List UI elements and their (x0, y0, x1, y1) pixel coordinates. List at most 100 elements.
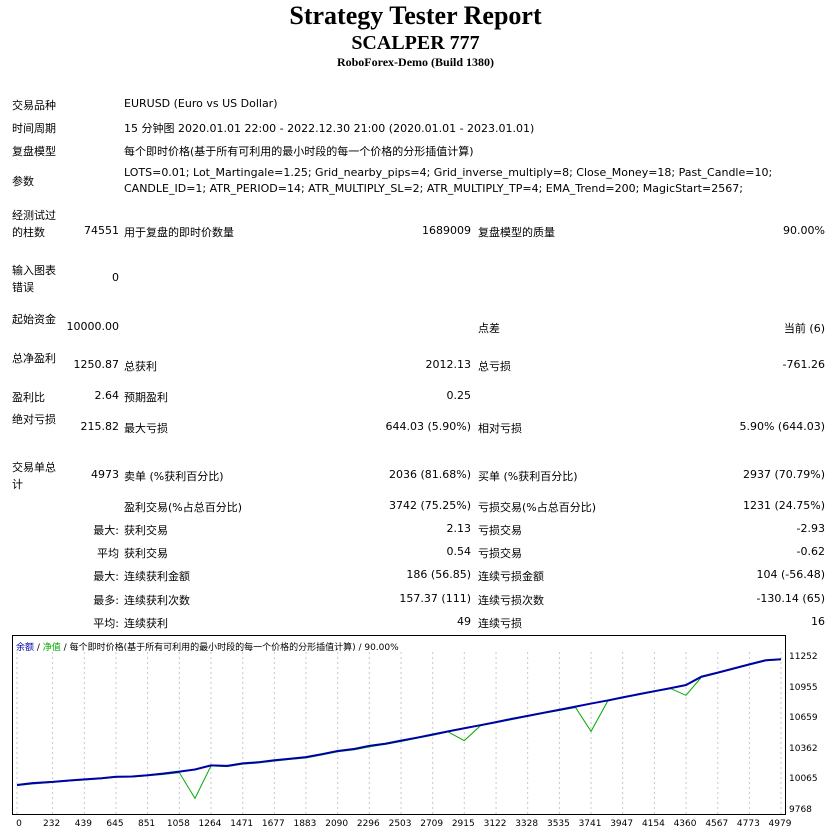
avg-win-label: 获利交易 (124, 547, 168, 560)
payoff-label: 预期盈利 (124, 391, 168, 404)
max-cons-win-amt-label: 连续获利金额 (124, 570, 190, 583)
win-label: 盈利交易(%占总百分比) (124, 501, 243, 514)
x-tick-19: 3947 (610, 819, 634, 829)
gross-profit-label: 总获利 (124, 360, 157, 373)
avg-loss-label: 亏损交易 (478, 547, 522, 560)
long-label: 买单 (%获利百分比) (478, 470, 578, 483)
params-line-2: CANDLE_ID=1; ATR_PERIOD=14; ATR_MULTIPLY… (124, 182, 743, 195)
ticks-value: 1689009 (422, 224, 471, 237)
gross-loss-value: -761.26 (782, 358, 825, 371)
legend-balance: 余额 (16, 643, 35, 653)
y-tick-5: 9768 (789, 805, 812, 815)
period-label: 时间周期 (12, 122, 56, 135)
x-tick-20: 4154 (641, 819, 665, 829)
balance-line (16, 658, 782, 786)
payoff-value: 0.25 (446, 389, 472, 402)
balance-chart-svg (16, 652, 782, 814)
x-tick-12: 2503 (388, 819, 412, 829)
errors-label: 输入图表错误 (12, 264, 56, 294)
y-tick-2: 10659 (789, 713, 818, 724)
max-win-value: 2.13 (446, 522, 472, 535)
bars-label: 经测试过的柱数 (12, 209, 56, 239)
short-label: 卖单 (%获利百分比) (124, 470, 224, 483)
x-tick-18: 3741 (578, 819, 602, 829)
x-tick-17: 3535 (546, 819, 570, 829)
x-tick-11: 2296 (356, 819, 380, 829)
avg-label: 平均 (97, 547, 119, 560)
model-value: 每个即时价格(基于所有可利用的最小时段的每一个价格的分形插值计算) (124, 145, 474, 158)
params-label: 参数 (12, 175, 34, 188)
x-tick-4: 851 (137, 819, 156, 829)
x-tick-1: 232 (43, 819, 61, 829)
trades-value: 4973 (91, 468, 119, 481)
rel-dd-label: 相对亏损 (478, 422, 522, 435)
max-dd-value: 644.03 (5.90%) (385, 420, 471, 433)
x-tick-2: 439 (74, 819, 92, 829)
short-value: 2036 (81.68%) (388, 468, 471, 481)
rel-dd-value: 5.90% (644.03) (739, 420, 825, 433)
y-tick-1: 10955 (789, 682, 818, 693)
period-value: 15 分钟图 2020.01.01 22:00 - 2022.12.30 21:… (124, 122, 535, 135)
pf-value: 2.64 (94, 389, 120, 402)
max-win-label: 获利交易 (124, 524, 168, 537)
deposit-value: 10000.00 (66, 320, 120, 333)
abs-dd-value: 215.82 (80, 420, 120, 433)
quality-label: 复盘模型的质量 (478, 226, 555, 239)
most-label: 最多: (93, 594, 119, 607)
avg-loss-value: -0.62 (796, 545, 825, 558)
x-tick-24: 4979 (768, 819, 792, 829)
symbol-value: EURUSD (Euro vs US Dollar) (124, 97, 278, 110)
trades-label: 交易单总计 (12, 461, 56, 491)
spread-label: 点差 (478, 322, 500, 335)
deposit-label: 起始资金 (12, 313, 56, 326)
max2-label: 最大: (93, 570, 119, 583)
x-tick-7: 1471 (230, 819, 254, 829)
legend-equity: 净值 (42, 643, 61, 653)
x-tick-13: 2709 (420, 819, 444, 829)
max-cons-win-amt-value: 186 (56.85) (406, 568, 471, 581)
x-tick-10: 2090 (325, 819, 349, 829)
max-cons-loss-amt-label: 连续亏损金额 (478, 570, 544, 583)
x-tick-6: 1264 (198, 819, 222, 829)
max-cons-win-cnt-value: 157.37 (111) (399, 592, 471, 605)
x-tick-16: 3328 (515, 819, 539, 829)
max-loss-label: 亏损交易 (478, 524, 522, 537)
balance-chart: 余额 / 净值 / 每个即时价格(基于所有可利用的最小时段的每一个价格的分形插值… (12, 635, 786, 815)
avg2-label: 平均: (93, 617, 119, 630)
x-tick-23: 4773 (736, 819, 760, 829)
avg-cons-loss-value: 16 (811, 615, 825, 628)
x-tick-21: 4360 (673, 819, 697, 829)
errors-value: 0 (112, 271, 119, 284)
loss-value: 1231 (24.75%) (742, 499, 825, 512)
x-tick-15: 3122 (483, 819, 507, 829)
legend-suffix: 每个即时价格(基于所有可利用的最小时段的每一个价格的分形插值计算) / 90.0… (69, 643, 399, 653)
abs-dd-label: 绝对亏损 (12, 413, 56, 426)
x-tick-0: 0 (16, 819, 22, 829)
win-value: 3742 (75.25%) (388, 499, 471, 512)
pf-label: 盈利比 (12, 391, 45, 404)
y-tick-3: 10362 (789, 743, 818, 754)
gross-loss-label: 总亏损 (478, 360, 511, 373)
net-label: 总净盈利 (12, 352, 56, 365)
ea-name: SCALPER 777 (351, 32, 480, 54)
max-cons-loss-cnt-value: -130.14 (65) (756, 592, 825, 605)
server-build: RoboForex-Demo (Build 1380) (336, 55, 495, 69)
max-cons-win-cnt-label: 连续获利次数 (124, 594, 190, 607)
params-value: LOTS=0.01; Lot_Martingale=1.25; Grid_nea… (124, 165, 814, 197)
y-tick-0: 11252 (789, 652, 818, 662)
x-tick-14: 2915 (451, 819, 475, 829)
ticks-label: 用于复盘的即时价数量 (124, 226, 234, 239)
y-tick-4: 10065 (789, 774, 818, 785)
net-value: 1250.87 (73, 358, 120, 371)
max-label: 最大: (93, 524, 119, 537)
params-line-1: LOTS=0.01; Lot_Martingale=1.25; Grid_nea… (124, 166, 773, 179)
x-tick-3: 645 (106, 819, 124, 829)
max-dd-label: 最大亏损 (124, 422, 168, 435)
max-loss-value: -2.93 (796, 522, 825, 535)
long-value: 2937 (70.79%) (742, 468, 825, 481)
spread-value: 当前 (6) (783, 322, 825, 335)
avg-cons-win-value: 49 (457, 615, 471, 628)
avg-win-value: 0.54 (446, 545, 472, 558)
loss-label: 亏损交易(%占总百分比) (478, 501, 597, 514)
bars-value: 74551 (84, 224, 119, 237)
